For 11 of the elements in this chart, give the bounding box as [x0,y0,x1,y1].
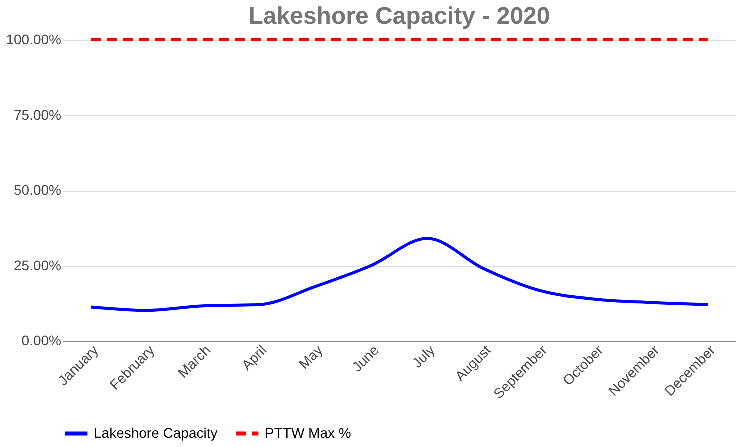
y-tick-label: 75.00% [14,106,62,123]
chart-title: Lakeshore Capacity - 2020 [248,3,550,30]
line-series [90,237,710,312]
x-tick-label: July [409,342,438,372]
legend-label: PTTW Max % [265,424,352,441]
y-tick-label: 25.00% [14,257,62,274]
y-tick-label: 0.00% [22,332,62,348]
y-tick-label: 50.00% [14,182,62,198]
y-tick-label: 100.00% [6,32,62,48]
x-tick-label: May [296,342,326,372]
legend-label: Lakeshore Capacity [94,424,218,441]
